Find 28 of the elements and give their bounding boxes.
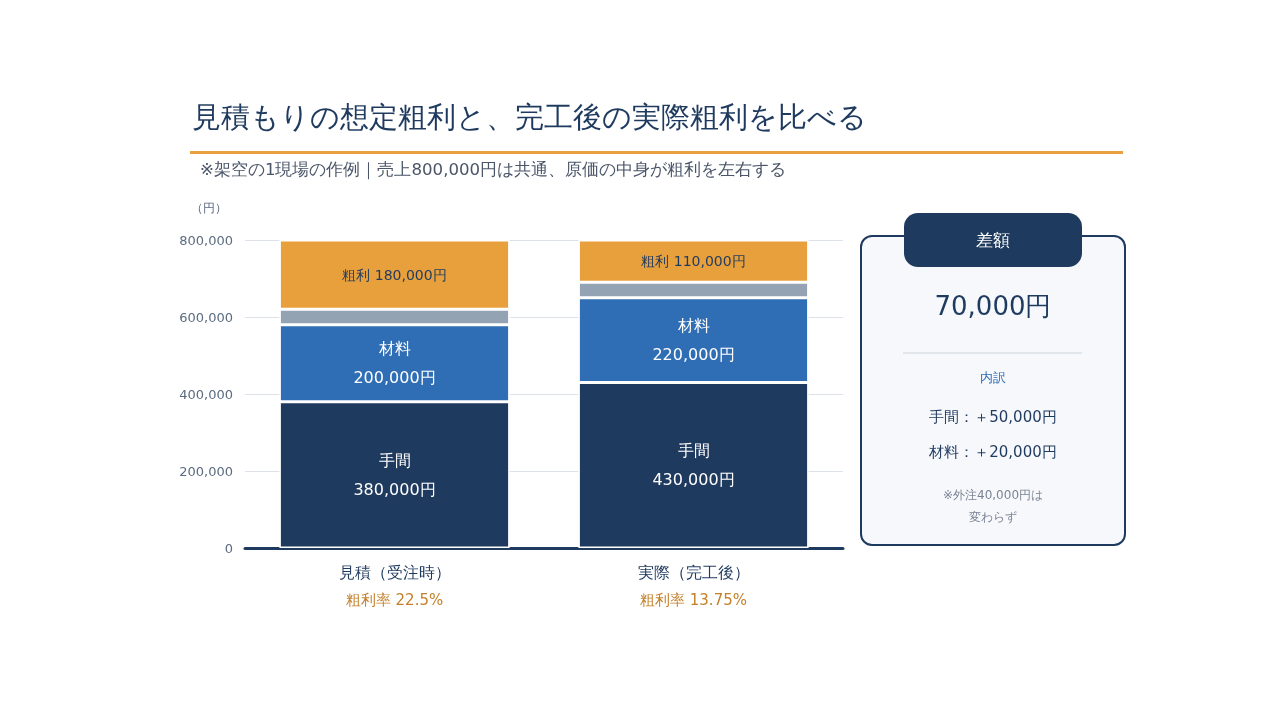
data-label: 380,000円 — [353, 479, 436, 499]
data-label: 200,000円 — [353, 368, 436, 388]
text: 粗利率 13.75% — [640, 591, 747, 609]
text: 粗利率 22.5% — [345, 591, 444, 609]
text: 手間：＋50,000円 — [928, 407, 1058, 427]
text: ※外注40,000円は変わらず — [941, 487, 1044, 526]
chart-title: 見積もりの想定粗利と、完工後の実際粗利を比べる — [192, 100, 867, 135]
y-axis-title: （円） — [191, 201, 227, 215]
text: 材料：＋20,000円 — [928, 442, 1058, 462]
data-label: 430,000円 — [652, 470, 735, 490]
text: 粗利 110,000円 — [641, 253, 746, 270]
text: 粗利 180,000円 — [342, 266, 447, 283]
text: 手間 — [677, 441, 710, 461]
text: 材料 — [677, 316, 710, 336]
x-tick-label: 実際（完工後） — [637, 562, 750, 582]
series-label: 材料 — [377, 339, 411, 359]
y-tick-label: 600,000 — [179, 309, 233, 325]
x-tick-label: 見積（受注時） — [338, 562, 451, 582]
data-label: 220,000円 — [652, 345, 735, 365]
y-tick-label: 800,000 — [179, 232, 233, 248]
y-tick-label: 0 — [224, 540, 233, 556]
series-label: 手間 — [378, 450, 411, 470]
text: 内訳 — [979, 369, 1007, 387]
card-header: 差額 — [904, 213, 1082, 267]
text: 70,000円 — [933, 290, 1053, 322]
chart-subtitle: ※架空の1現場の作例｜売上800,000円は共通、原価の中身が粗利を左右する — [200, 160, 787, 180]
y-tick-label: 200,000 — [179, 463, 233, 479]
y-tick-label: 400,000 — [179, 386, 233, 402]
